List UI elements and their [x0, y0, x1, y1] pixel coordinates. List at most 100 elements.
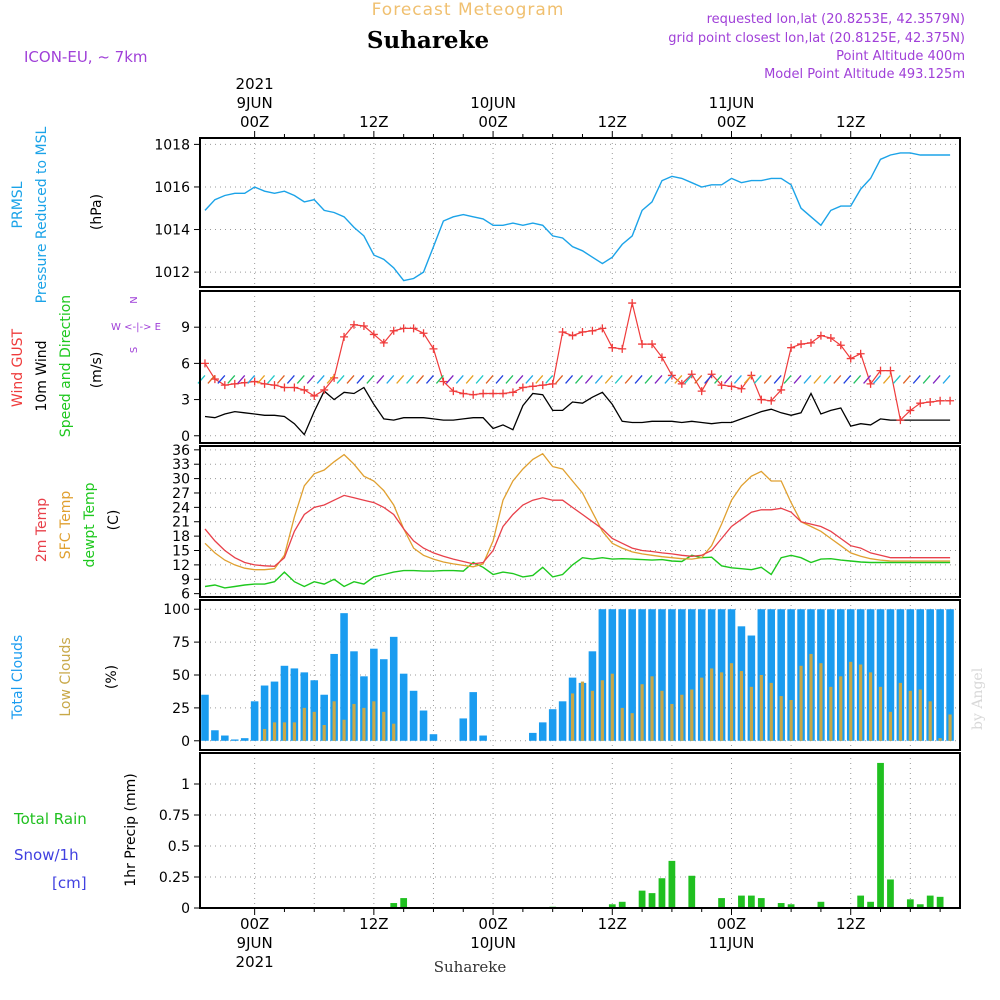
wind-direction-arrow [853, 375, 862, 384]
wind-direction-arrow [624, 375, 633, 384]
wind-direction-arrow [594, 375, 603, 384]
y-tick-label: 50 [172, 668, 190, 684]
wind-gust-point [489, 389, 498, 398]
low-cloud-bar [660, 690, 664, 741]
wind-direction-arrow [922, 375, 931, 384]
low-cloud-bar [372, 701, 376, 741]
wind-gust-point [628, 299, 637, 308]
top-time-label: 9JUN [237, 94, 273, 112]
top-time-label: 10JUN [470, 94, 516, 112]
temp-label-dewpt: dewpt Temp [82, 482, 98, 567]
total-cloud-bar [429, 734, 438, 741]
total-cloud-bar [409, 690, 418, 741]
wind-gust-point [926, 397, 935, 406]
model-altitude: Model Point Altitude 493.125m [764, 67, 965, 82]
rain-bar [688, 875, 696, 908]
total-cloud-bar [201, 694, 209, 741]
wind-gust-point [906, 406, 915, 415]
y-tick-label: 1012 [154, 265, 190, 281]
wind-gust-point [856, 349, 865, 358]
wind-direction-arrow [336, 375, 345, 384]
wind-direction-arrow [316, 375, 325, 384]
wind-direction-arrow [525, 375, 534, 384]
wind-direction-arrow [704, 375, 713, 384]
total-cloud-bar [260, 685, 269, 741]
wind-gust-point [806, 338, 815, 347]
low-cloud-bar [749, 686, 753, 741]
total-cloud-bar [221, 735, 229, 741]
wind-panel-bg [200, 291, 960, 443]
total-cloud-bar [837, 609, 845, 741]
rain-bar [757, 898, 765, 908]
y-tick-label: 15 [172, 544, 190, 560]
wind-gust-point [876, 366, 885, 375]
y-tick-label: 1014 [154, 223, 190, 239]
rain-bar [877, 762, 884, 908]
total-cloud-bar [330, 653, 338, 741]
panel-border [199, 290, 961, 444]
wind-gust-point [936, 396, 945, 405]
wind-gust-point [777, 385, 786, 394]
low-cloud-bar [888, 711, 893, 741]
bottom-time-label: 9JUN [237, 934, 273, 952]
rain-bar [867, 901, 874, 908]
top-time-label: 00Z [717, 113, 746, 131]
low-cloud-bar [809, 653, 813, 741]
wind-direction-arrow [227, 375, 236, 384]
y-tick-label: 1016 [154, 180, 190, 196]
bottom-time-label: 10JUN [470, 934, 516, 952]
wind-gust-point [946, 396, 955, 405]
low-cloud-bar [948, 714, 952, 741]
wind-gust-point [598, 324, 607, 333]
total-cloud-bar [300, 672, 309, 741]
y-tick-label: 9 [181, 320, 190, 336]
low-cloud-bar [710, 668, 714, 741]
wind-direction-arrow [207, 375, 216, 384]
wind-direction-arrow [326, 375, 335, 384]
wind-gust-point [638, 340, 647, 349]
wind-gust-point [846, 354, 855, 363]
wind-direction-arrow [674, 375, 683, 384]
pressure-line [204, 152, 951, 282]
total-cloud-bar [896, 609, 905, 741]
clouds-label-total: Total Clouds [10, 635, 26, 720]
low-cloud-bar [362, 707, 366, 741]
low-cloud-bar [898, 682, 902, 741]
y-tick-label: 0 [181, 901, 190, 917]
wind-gust-point [687, 370, 696, 379]
wind-gust-point [340, 332, 349, 341]
wind-gust-point [310, 391, 319, 400]
y-tick-label: 0.75 [159, 808, 190, 824]
low-cloud-bar [312, 711, 316, 741]
total-cloud-bar [230, 739, 239, 741]
wind-direction-arrow [584, 375, 593, 384]
wind-direction-arrow [793, 375, 802, 384]
top-time-label: 12Z [598, 113, 627, 131]
compass-south: S [129, 347, 140, 353]
wind-direction-arrow [555, 375, 564, 384]
bottom-time-label: 12Z [836, 915, 865, 933]
low-cloud-bar [302, 707, 306, 741]
wind-gust-point [787, 343, 796, 352]
pressure-panel: 1012 1014 1016 1018 [154, 137, 960, 287]
wind-gust-point [320, 385, 329, 394]
wind-direction-arrow [237, 375, 246, 384]
wind-gust-point [826, 334, 835, 343]
y-tick-label: 1018 [154, 137, 190, 153]
y-tick-label: 21 [172, 515, 190, 531]
rain-bar [787, 904, 795, 908]
low-cloud-bar [868, 672, 873, 741]
total-cloud-bar [946, 609, 954, 741]
low-cloud-bar [680, 694, 684, 741]
total-cloud-bar [240, 738, 249, 741]
wind-gust-point [260, 379, 269, 388]
low-cloud-bar [700, 677, 704, 741]
wind-gust-point [290, 383, 299, 392]
wind-gust-point [578, 328, 587, 337]
wind-gust-point [608, 343, 617, 352]
wind-direction-arrow [267, 375, 275, 384]
low-cloud-bar [332, 701, 336, 741]
total-cloud-bar [876, 609, 885, 741]
low-cloud-bar [839, 676, 843, 741]
